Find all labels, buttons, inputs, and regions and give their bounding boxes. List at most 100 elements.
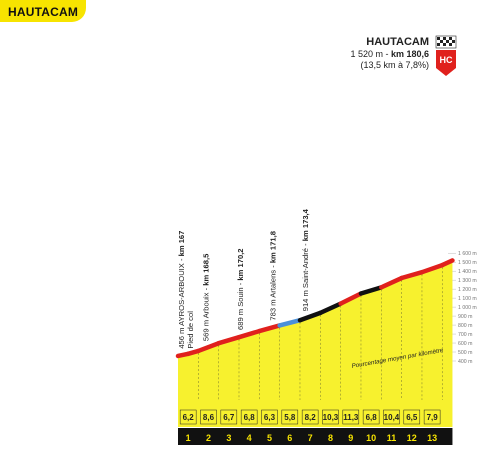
gradient-chip — [220, 409, 238, 425]
km-marker: 11 — [387, 433, 397, 443]
page-title: HAUTACAM — [8, 5, 79, 19]
gradient-chip — [200, 409, 217, 425]
waypoint-km: km 170,2 — [236, 248, 245, 280]
profile-segment — [257, 323, 282, 334]
profile-segment — [277, 317, 303, 328]
y-tick-label: 1 500 m — [458, 260, 477, 266]
gradient-chip — [301, 409, 319, 425]
y-tick-label: 600 m — [458, 341, 472, 347]
profile-segment — [419, 262, 445, 275]
profile-segment — [358, 285, 384, 296]
gradient-chip — [322, 409, 339, 425]
waypoint-label: 914 m Saint-André - km 173,4 — [301, 208, 310, 311]
waypoint-label: 689 m Souin - km 170,2 — [236, 248, 245, 330]
y-tick-label: 1 200 m — [458, 287, 477, 293]
waypoint-note: Pied de col — [186, 311, 195, 349]
profile-area — [178, 260, 453, 400]
waypoint-km: km 171,8 — [269, 231, 278, 263]
gradient-chip — [240, 409, 258, 425]
gradient-value: 10,4 — [384, 413, 400, 422]
gradient-value: 6,5 — [406, 413, 418, 422]
gradient-chip — [179, 409, 197, 425]
profile-segments — [175, 258, 455, 359]
gradient-value: 8,2 — [305, 413, 317, 422]
gradient-chip — [261, 409, 278, 425]
y-tick-label: 800 m — [458, 323, 472, 329]
summit-altitude: 1 520 m — [350, 49, 383, 59]
gradient-value: 11,3 — [343, 413, 359, 422]
y-tick-label: 500 m — [458, 350, 472, 356]
waypoint-label: 569 m Arbouix - km 168,5 — [201, 253, 210, 341]
waypoint-separator: - — [301, 241, 310, 248]
gradient-value: 6,3 — [264, 413, 276, 422]
gradient-chip — [383, 409, 400, 425]
y-tick-label: 400 m — [458, 359, 472, 365]
profile-fill — [178, 260, 453, 400]
km-strip — [178, 428, 453, 445]
profile-segment — [196, 340, 221, 354]
km-marker: 4 — [247, 433, 252, 443]
waypoint-name: Arbouix — [201, 292, 210, 318]
km-marker: 3 — [226, 433, 231, 443]
gradient-chip — [403, 409, 421, 425]
waypoint-separator: - — [269, 263, 278, 270]
gradient-value: 6,8 — [244, 413, 256, 422]
profile-segment — [399, 269, 425, 281]
y-tick-label: 1 400 m — [458, 269, 477, 275]
gradient-chip — [281, 409, 299, 425]
gradient-chip — [342, 409, 360, 425]
profile-segment — [338, 291, 364, 306]
profile-segment — [440, 258, 455, 268]
gradient-value: 10,3 — [323, 413, 339, 422]
km-marker: 12 — [407, 433, 417, 443]
profile-segment — [216, 334, 242, 346]
profile-segment — [379, 275, 404, 290]
waypoint-km: km 167 — [177, 231, 186, 257]
waypoint-km: km 173,4 — [301, 208, 310, 241]
km-base: 6,2 8,6 6,7 6,8 6,3 5,8 8,2 10,3 11,3 6,8 10,4 6,5 7… — [178, 400, 453, 445]
title-tab: HAUTACAM — [0, 0, 86, 22]
km-marker: 10 — [366, 433, 376, 443]
km-marker: 13 — [427, 433, 437, 443]
category-label: HC — [440, 55, 453, 65]
checkered-flag-icon — [437, 37, 455, 46]
y-tick-label: 1 100 m — [458, 296, 477, 302]
gradient-value: 5,8 — [284, 413, 296, 422]
km-marker: 1 — [186, 433, 191, 443]
summit-separator: - — [382, 49, 391, 59]
waypoint-altitude: 783 m — [269, 298, 278, 321]
y-tick-label: 700 m — [458, 332, 472, 338]
y-axis-ticks: 400 m 500 m 600 m 700 m 800 m 900 m 1 000 m 1 1… — [458, 251, 477, 365]
gradient-value: 6,7 — [223, 413, 235, 422]
gradient-value: 6,8 — [366, 413, 378, 422]
km-marker: 9 — [348, 433, 353, 443]
waypoint-name: Saint-André — [301, 248, 310, 288]
summit-name: HAUTACAM — [366, 36, 429, 48]
waypoint-name: Souin — [236, 287, 245, 306]
km-marker: 2 — [206, 433, 211, 443]
waypoint-separator: - — [201, 286, 210, 293]
y-tick-label: 1 600 m — [458, 251, 477, 257]
y-tick-label: 1 300 m — [458, 278, 477, 284]
waypoint-altitude: 914 m — [301, 288, 310, 311]
gradient-value: 6,2 — [183, 413, 195, 422]
waypoint-altitude: 689 m — [236, 307, 245, 330]
gradient-chip — [362, 409, 380, 425]
waypoint-separator: - — [236, 281, 245, 288]
km-marker: 5 — [267, 433, 272, 443]
waypoint-name: AYROS-ARBOUIX — [177, 263, 186, 326]
gradient-value: 8,6 — [203, 413, 215, 422]
profile-segment — [318, 301, 343, 316]
gradient-chip — [423, 409, 441, 425]
waypoint-name: Artalens — [269, 270, 278, 298]
profile-segment — [236, 328, 262, 340]
summit-km: km 180,6 — [390, 49, 429, 59]
waypoint-km: km 168,5 — [201, 253, 210, 286]
waypoint-altitude: 569 m — [201, 318, 210, 341]
summit-category-badge: HC — [435, 35, 457, 76]
km-marker: 8 — [328, 433, 333, 443]
km-marker: 7 — [308, 433, 313, 443]
waypoint-label: 456 m AYROS-ARBOUIX - km 167 — [177, 231, 186, 349]
